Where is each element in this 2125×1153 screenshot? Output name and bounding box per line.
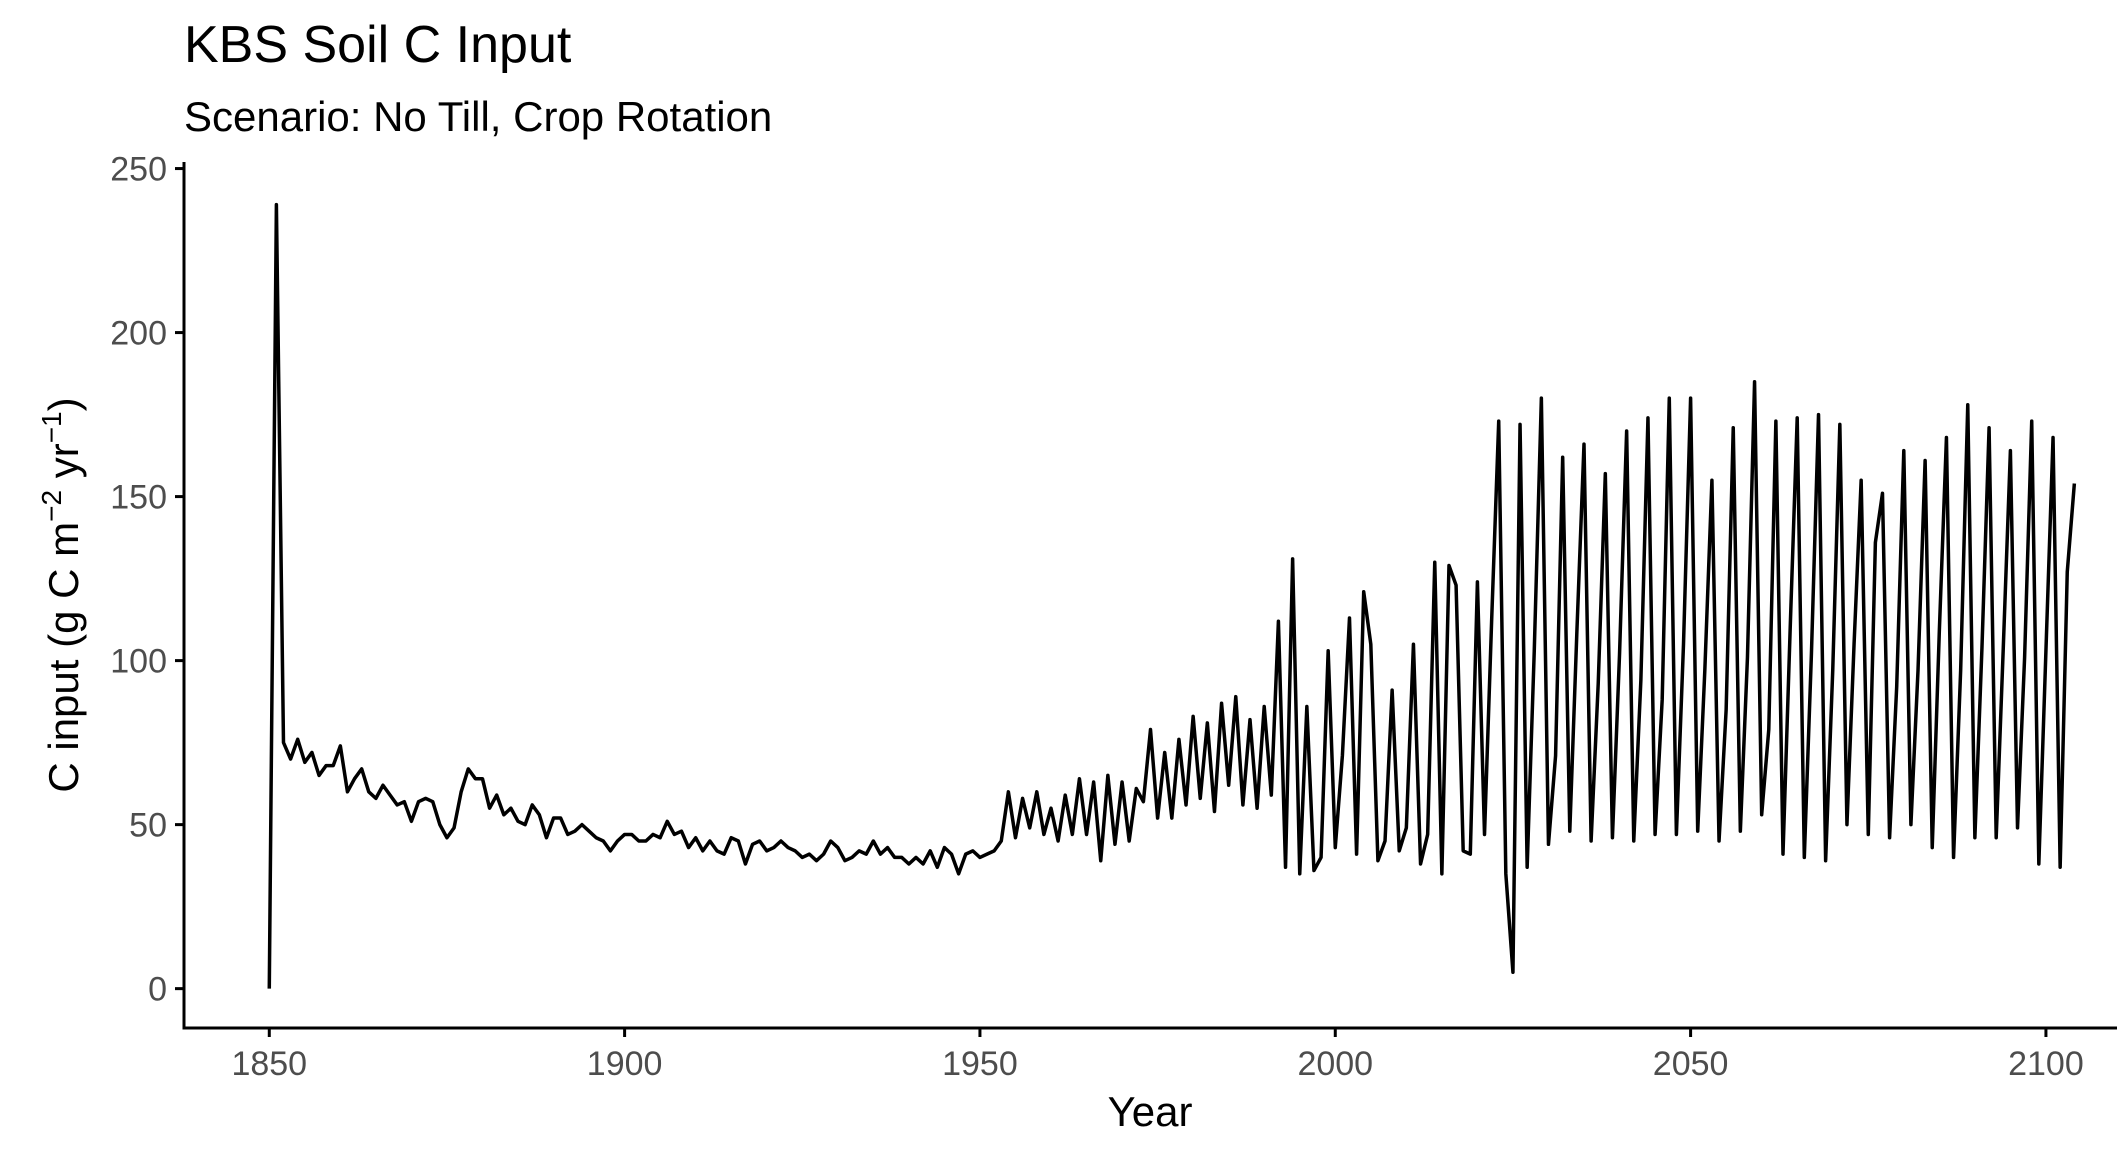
y-tick-label: 250 [110,151,167,189]
x-tick-label: 1900 [587,1045,663,1083]
chart-subtitle: Scenario: No Till, Crop Rotation [184,93,772,140]
x-tick-label: 2100 [2008,1045,2084,1083]
y-tick-label: 150 [110,479,167,517]
y-axis-title-sup2: −1 [36,411,67,443]
plot-area: 0 50 100 150 200 250 1850 1900 1950 2000 2050 2100 [110,151,2117,1083]
y-axis-title: C input (g C m−2 yr−1) [36,397,87,792]
chart-title: KBS Soil C Input [184,16,572,74]
x-tick-label: 2050 [1653,1045,1729,1083]
x-tick-label: 1850 [231,1045,307,1083]
x-tick-label: 2000 [1297,1045,1373,1083]
series-line [267,202,2077,989]
y-axis-ticks: 0 50 100 150 200 250 [110,151,184,1009]
y-tick-label: 100 [110,643,167,681]
x-tick-label: 1950 [942,1045,1018,1083]
x-axis-title: Year [1108,1088,1193,1135]
y-axis-title-sup1: −2 [36,490,67,522]
y-tick-label: 200 [110,315,167,353]
series-layer [267,202,2077,989]
y-tick-label: 0 [148,971,167,1009]
y-tick-label: 50 [129,807,167,845]
y-axis-title-suffix: ) [40,397,87,411]
y-axis-title-prefix: C input (g C m [40,522,87,793]
y-axis-title-middle: yr [40,443,87,490]
x-axis-ticks: 1850 1900 1950 2000 2050 2100 [231,1028,2084,1083]
